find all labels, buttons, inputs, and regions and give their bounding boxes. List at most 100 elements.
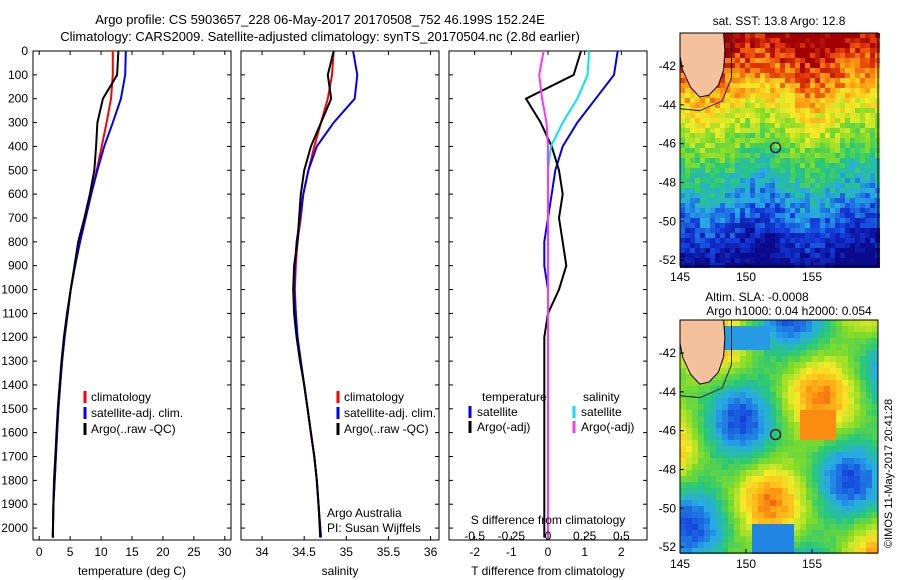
heatmap-cell	[734, 320, 740, 326]
heatmap-cell	[860, 213, 865, 218]
heatmap-cell	[805, 43, 810, 48]
heatmap-cell	[700, 198, 705, 203]
heatmap-cell	[842, 512, 848, 518]
heatmap-cell	[680, 163, 685, 168]
heatmap-cell	[800, 153, 805, 158]
heatmap-cell	[848, 374, 854, 380]
heatmap-cell	[770, 542, 776, 548]
heatmap-cell	[842, 446, 848, 452]
heatmap-cell	[872, 398, 878, 404]
heatmap-cell	[810, 128, 815, 133]
heatmap-cell	[860, 118, 865, 123]
heatmap-cell	[812, 500, 818, 506]
heatmap-cell	[692, 452, 698, 458]
heatmap-cell	[785, 73, 790, 78]
heatmap-cell	[755, 58, 760, 63]
heatmap-cell	[815, 73, 820, 78]
heatmap-cell	[806, 344, 812, 350]
heatmap-cell	[764, 482, 770, 488]
heatmap-cell	[745, 113, 750, 118]
heatmap-cell	[842, 440, 848, 446]
heatmap-cell	[782, 416, 788, 422]
heatmap-cell	[825, 228, 830, 233]
heatmap-cell	[750, 183, 755, 188]
heatmap-cell	[770, 218, 775, 223]
heatmap-cell	[836, 410, 842, 416]
heatmap-cell	[735, 113, 740, 118]
heatmap-cell	[692, 422, 698, 428]
heatmap-cell	[780, 88, 785, 93]
heatmap-cell	[795, 38, 800, 43]
heatmap-cell	[685, 98, 690, 103]
heatmap-cell	[790, 133, 795, 138]
heatmap-cell	[855, 98, 860, 103]
heatmap-cell	[855, 183, 860, 188]
heatmap-cell	[842, 500, 848, 506]
heatmap-cell	[785, 163, 790, 168]
heatmap-cell	[806, 482, 812, 488]
heatmap-cell	[790, 248, 795, 253]
heatmap-cell	[842, 350, 848, 356]
heatmap-cell	[854, 332, 860, 338]
heatmap-cell	[794, 500, 800, 506]
heatmap-cell	[685, 213, 690, 218]
heatmap-cell	[735, 103, 740, 108]
y-tick-label: -44	[659, 385, 677, 399]
heatmap-cell	[782, 398, 788, 404]
heatmap-cell	[740, 482, 746, 488]
heatmap-cell	[850, 83, 855, 88]
heatmap-cell	[695, 173, 700, 178]
heatmap-cell	[715, 248, 720, 253]
heatmap-cell	[765, 138, 770, 143]
heatmap-cell	[770, 350, 776, 356]
heatmap-cell	[830, 500, 836, 506]
heatmap-cell	[740, 88, 745, 93]
heatmap-cell	[746, 470, 752, 476]
heatmap-cell	[730, 93, 735, 98]
heatmap-cell	[745, 58, 750, 63]
heatmap-cell	[836, 338, 842, 344]
heatmap-cell	[692, 482, 698, 488]
heatmap-cell	[740, 494, 746, 500]
heatmap-cell	[775, 63, 780, 68]
heatmap-cell	[692, 512, 698, 518]
heatmap-cell	[800, 362, 806, 368]
heatmap-cell	[788, 356, 794, 362]
heatmap-cell	[734, 536, 740, 542]
heatmap-cell	[770, 470, 776, 476]
heatmap-cell	[840, 218, 845, 223]
heatmap-cell	[710, 203, 715, 208]
map-subtitle: Argo h1000: 0.04 h2000: 0.054	[706, 304, 872, 318]
heatmap-cell	[845, 258, 850, 263]
heatmap-cell	[830, 253, 835, 258]
heatmap-cell	[820, 148, 825, 153]
heatmap-cell	[716, 512, 722, 518]
heatmap-cell	[680, 404, 686, 410]
heatmap-cell	[854, 446, 860, 452]
heatmap-cell	[735, 148, 740, 153]
heatmap-cell	[692, 518, 698, 524]
heatmap-cell	[805, 118, 810, 123]
heatmap-cell	[680, 446, 686, 452]
heatmap-cell	[734, 434, 740, 440]
heatmap-cell	[765, 73, 770, 78]
heatmap-cell	[698, 392, 704, 398]
heatmap-cell	[805, 108, 810, 113]
heatmap-cell	[728, 530, 734, 536]
heatmap-cell	[872, 410, 878, 416]
heatmap-cell	[710, 548, 716, 554]
heatmap-cell	[785, 108, 790, 113]
heatmap-cell	[715, 113, 720, 118]
heatmap-cell	[728, 398, 734, 404]
heatmap-cell	[722, 404, 728, 410]
heatmap-cell	[760, 43, 765, 48]
heatmap-cell	[715, 188, 720, 193]
heatmap-cell	[770, 332, 776, 338]
heatmap-cell	[795, 58, 800, 63]
y-tick-label: -52	[659, 253, 677, 267]
heatmap-cell	[872, 506, 878, 512]
heatmap-cell	[745, 63, 750, 68]
heatmap-cell	[872, 356, 878, 362]
heatmap-cell	[770, 548, 776, 554]
heatmap-cell	[752, 428, 758, 434]
